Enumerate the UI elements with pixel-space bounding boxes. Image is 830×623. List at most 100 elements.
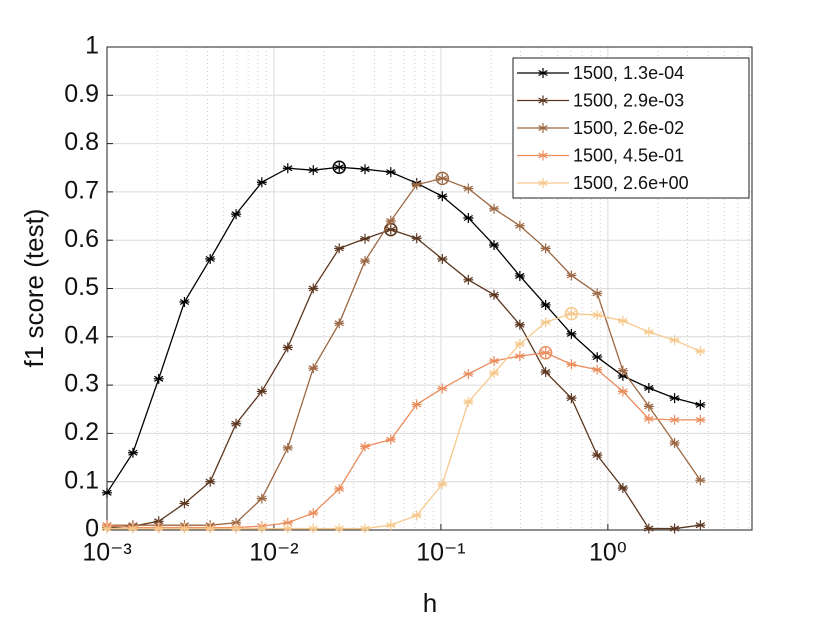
- marker: [282, 517, 293, 528]
- marker: [669, 438, 680, 449]
- marker: [411, 510, 422, 521]
- y-tick-label: 0.5: [64, 273, 99, 301]
- marker: [566, 270, 577, 281]
- y-tick-label: 0.3: [64, 370, 99, 398]
- marker: [695, 346, 706, 357]
- marker: [282, 442, 293, 453]
- marker: [334, 162, 345, 173]
- marker: [282, 523, 293, 534]
- marker: [489, 240, 500, 251]
- x-tick-label: 10⁰: [589, 539, 627, 567]
- marker: [592, 352, 603, 363]
- marker: [489, 203, 500, 214]
- marker: [334, 523, 345, 534]
- marker: [179, 498, 190, 509]
- legend-marker: [538, 123, 548, 133]
- marker: [359, 255, 370, 266]
- marker: [205, 476, 216, 487]
- marker: [463, 274, 474, 285]
- marker: [256, 493, 267, 504]
- marker: [540, 299, 551, 310]
- marker: [102, 487, 112, 498]
- marker: [231, 523, 242, 534]
- marker: [359, 233, 370, 244]
- marker: [669, 414, 680, 425]
- legend-marker: [538, 95, 548, 106]
- marker: [308, 363, 319, 374]
- marker: [669, 335, 680, 346]
- marker: [205, 254, 216, 265]
- marker: [643, 401, 654, 412]
- marker: [437, 191, 448, 202]
- legend-label: 1500, 2.6e-02: [573, 118, 684, 138]
- marker: [695, 520, 706, 531]
- marker: [566, 359, 577, 370]
- marker: [463, 183, 474, 194]
- marker: [669, 393, 680, 404]
- legend-label: 1500, 2.9e-03: [573, 90, 684, 110]
- marker: [617, 482, 628, 493]
- marker: [411, 179, 422, 190]
- y-tick-label: 0: [85, 515, 99, 543]
- legend-marker: [538, 178, 548, 188]
- marker: [643, 413, 654, 424]
- marker: [385, 167, 396, 178]
- y-tick-label: 0.6: [64, 225, 99, 253]
- marker: [514, 220, 525, 231]
- marker: [437, 254, 448, 265]
- marker: [566, 308, 577, 319]
- marker: [695, 399, 706, 410]
- marker: [359, 523, 370, 534]
- marker: [308, 283, 319, 294]
- highlight-circle: [564, 306, 579, 321]
- marker: [127, 523, 138, 534]
- y-tick-label: 0.8: [64, 128, 99, 156]
- marker: [540, 317, 551, 328]
- marker: [282, 342, 293, 353]
- highlight-circle: [538, 345, 553, 360]
- marker: [334, 483, 345, 494]
- x-axis-label: h: [423, 588, 437, 618]
- legend-label: 1500, 2.6e+00: [573, 173, 689, 193]
- marker: [385, 520, 396, 531]
- x-tick-label: 10⁻³: [82, 539, 131, 567]
- marker: [566, 393, 577, 404]
- y-axis-label: f1 score (test): [19, 209, 49, 368]
- legend-label: 1500, 1.3e-04: [573, 63, 684, 83]
- marker: [463, 397, 474, 408]
- marker: [669, 523, 680, 534]
- marker: [643, 326, 654, 337]
- marker: [617, 365, 628, 376]
- marker: [334, 318, 345, 329]
- marker: [617, 370, 628, 381]
- marker: [153, 523, 164, 534]
- marker: [592, 364, 603, 375]
- marker: [592, 450, 603, 461]
- marker: [411, 233, 422, 244]
- marker: [540, 347, 551, 358]
- y-tick-label: 0.2: [64, 418, 99, 446]
- marker: [256, 386, 267, 397]
- marker: [540, 367, 551, 378]
- marker: [411, 399, 422, 410]
- y-tick-label: 0.9: [64, 80, 99, 108]
- y-tick-label: 0.4: [64, 321, 99, 349]
- marker: [308, 523, 319, 534]
- marker: [308, 508, 319, 519]
- marker: [437, 173, 448, 184]
- marker: [256, 177, 267, 188]
- marker: [205, 523, 216, 534]
- marker: [359, 164, 370, 175]
- axes-box: [106, 46, 753, 531]
- marker: [359, 441, 370, 452]
- marker: [489, 368, 500, 379]
- marker: [231, 209, 242, 220]
- marker: [385, 224, 396, 235]
- highlight-circle: [435, 171, 450, 186]
- marker: [592, 310, 603, 321]
- x-tick-label: 10⁻¹: [416, 539, 465, 567]
- series-line: [106, 228, 701, 530]
- marker: [514, 351, 525, 362]
- marker: [643, 382, 654, 393]
